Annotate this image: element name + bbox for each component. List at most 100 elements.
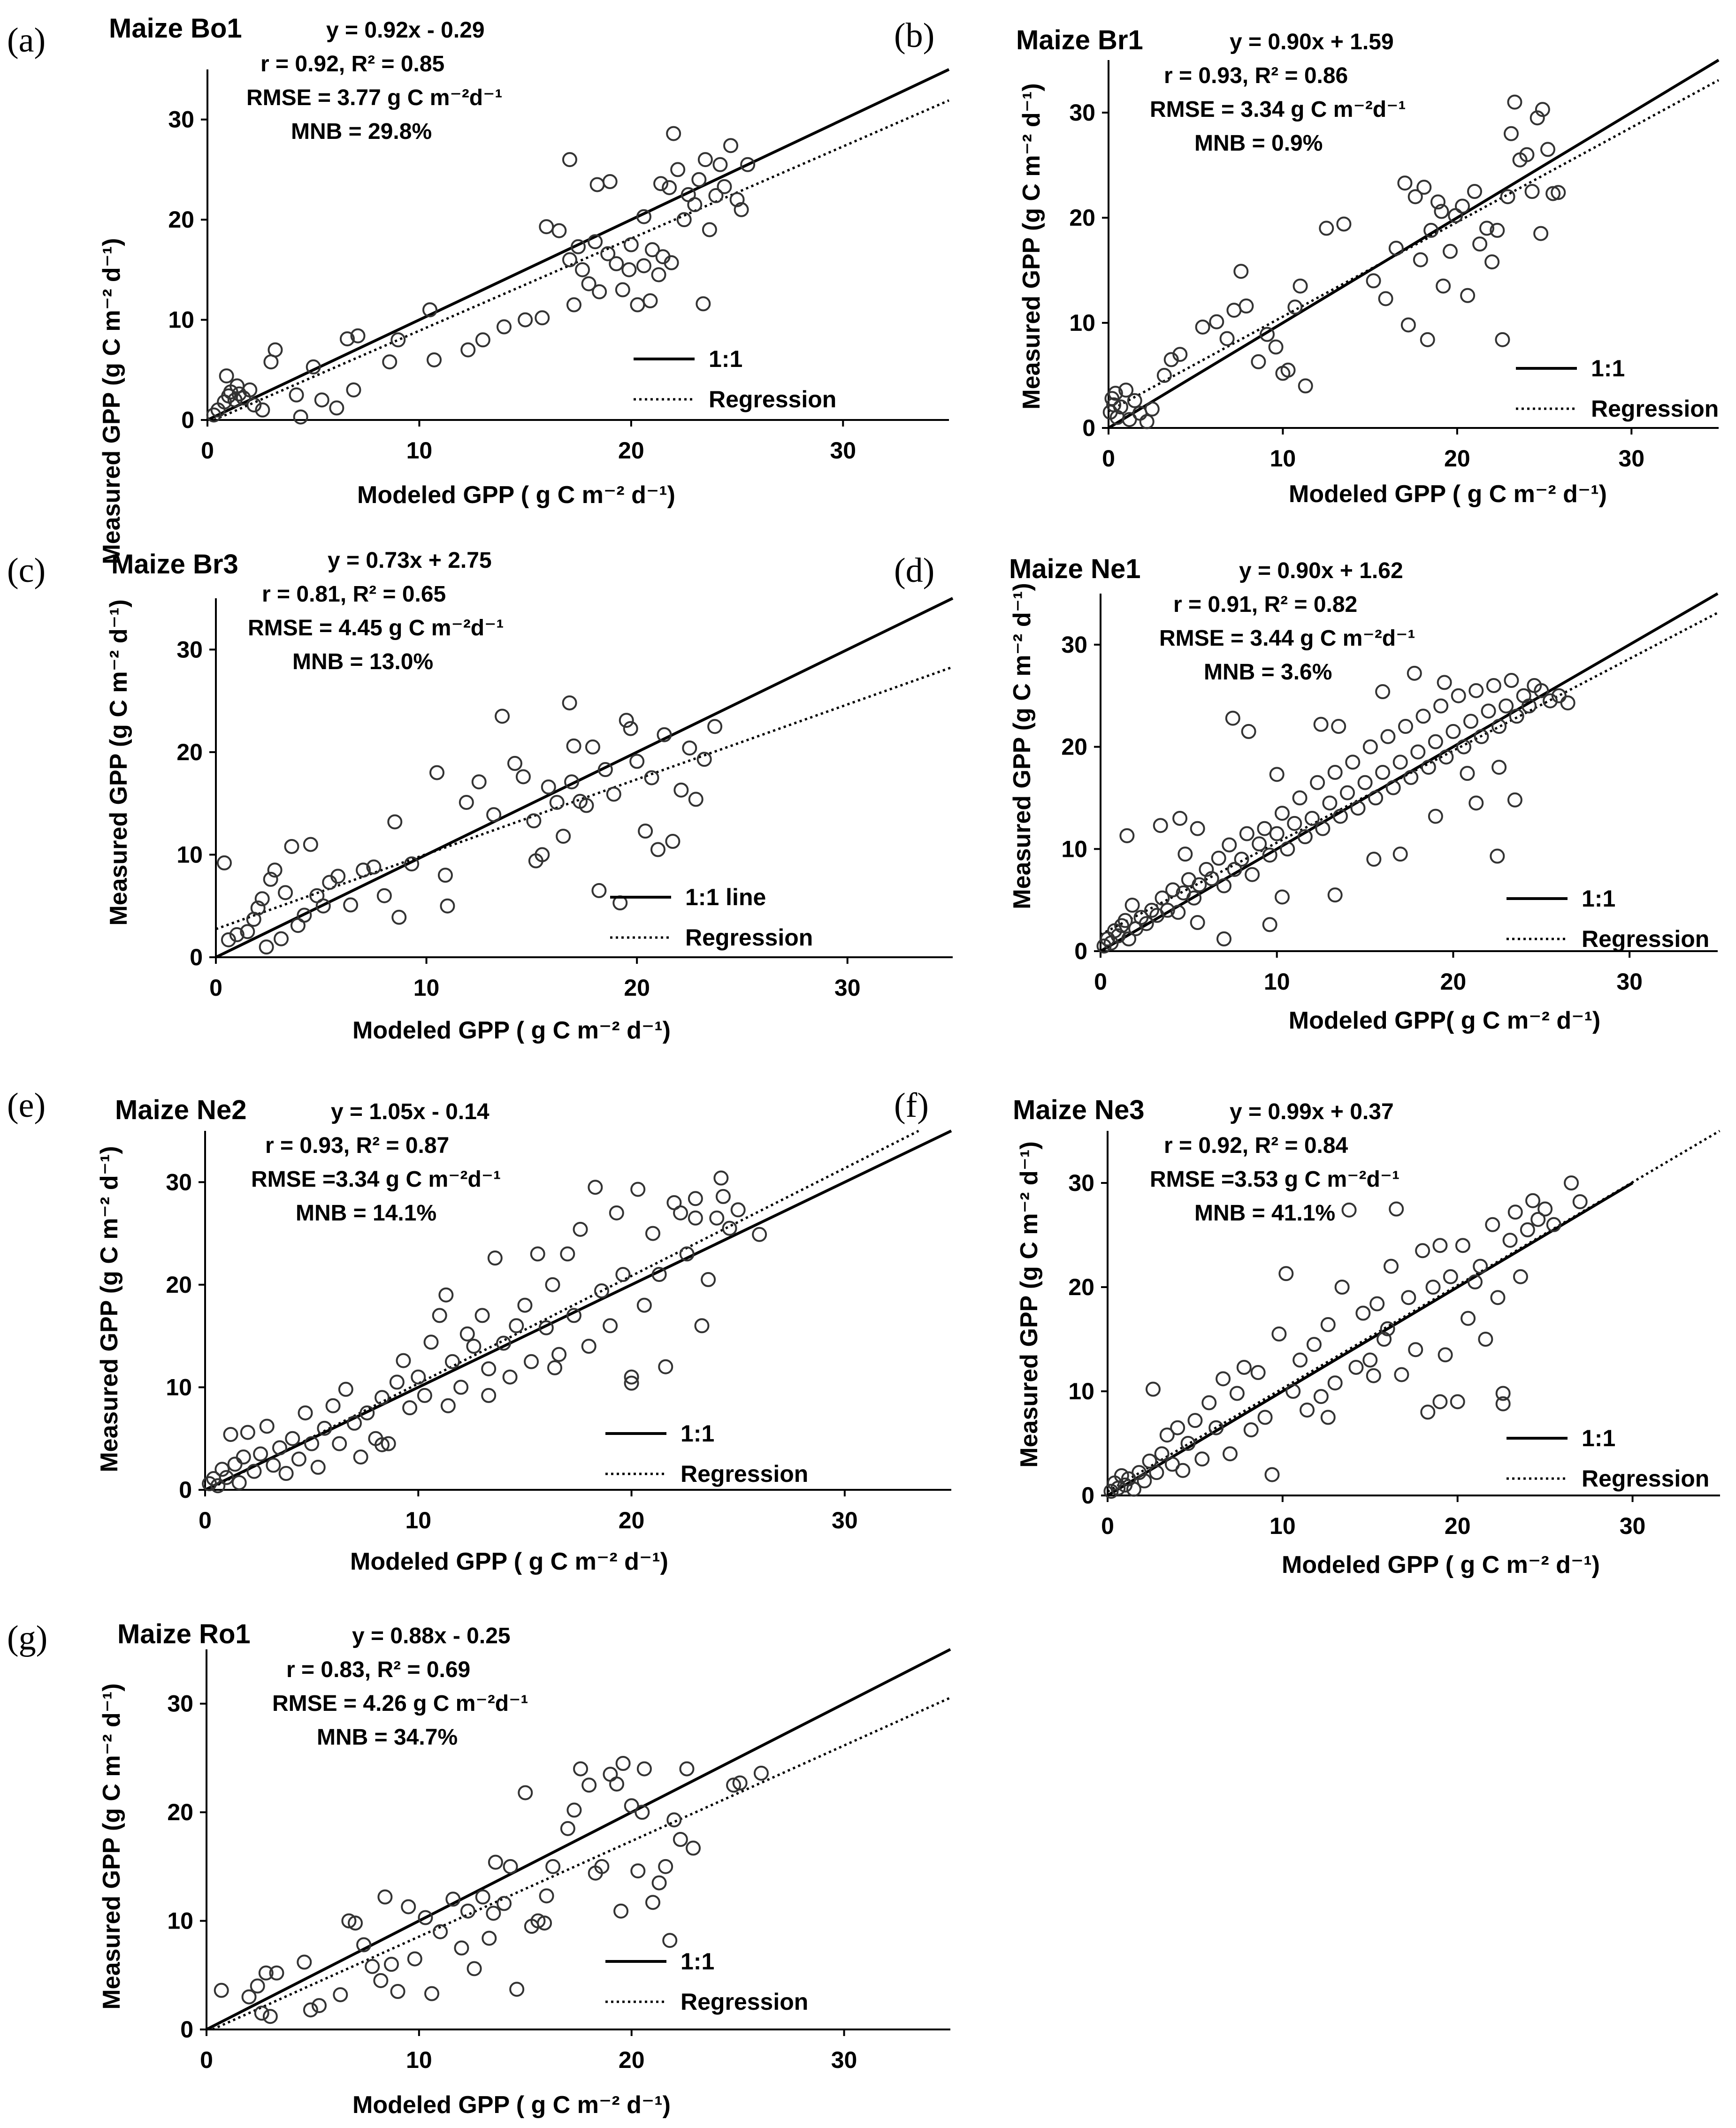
- data-point: [1178, 847, 1193, 862]
- data-point: [1264, 1467, 1280, 1482]
- data-point: [1423, 222, 1439, 238]
- data-point: [1287, 299, 1303, 315]
- x-tick-label: 20: [619, 1507, 645, 1533]
- data-point: [350, 328, 366, 343]
- data-point: [509, 1982, 525, 1997]
- data-point: [1334, 1280, 1350, 1295]
- data-point: [673, 782, 689, 798]
- data-point: [1096, 938, 1112, 954]
- data-point: [1144, 401, 1160, 417]
- y-tick-label: 30: [166, 1169, 192, 1195]
- data-point: [1490, 222, 1505, 238]
- data-point: [1118, 382, 1134, 398]
- data-point: [258, 1965, 274, 1981]
- legend-one-to-one-label: 1:1: [681, 1420, 714, 1447]
- data-point: [418, 1910, 433, 1925]
- data-point: [1384, 1258, 1399, 1274]
- data-point: [487, 1251, 503, 1266]
- data-point: [1560, 695, 1575, 710]
- y-tick-label: 30: [1061, 632, 1087, 658]
- data-point: [1537, 1201, 1553, 1217]
- data-point: [562, 695, 577, 710]
- data-point: [1170, 905, 1186, 920]
- data-point: [1350, 801, 1366, 816]
- data-point: [551, 223, 567, 238]
- data-point: [1460, 288, 1476, 303]
- chart-title: Maize Ne2: [115, 1095, 246, 1125]
- data-point: [609, 256, 624, 272]
- mnb-annotation: MNB = 29.8%: [291, 119, 432, 144]
- data-point: [1400, 317, 1416, 333]
- data-point: [1186, 890, 1202, 906]
- data-point: [1456, 739, 1471, 755]
- data-point: [1172, 810, 1188, 826]
- data-point: [460, 342, 476, 358]
- data-point: [651, 267, 666, 282]
- data-point: [1233, 264, 1249, 279]
- data-point: [507, 755, 522, 771]
- data-point: [591, 883, 607, 898]
- y-tick-label: 30: [168, 107, 194, 133]
- data-point: [312, 1998, 327, 2014]
- data-point: [1463, 714, 1478, 729]
- data-point: [293, 409, 308, 425]
- data-point: [246, 397, 262, 412]
- data-point: [353, 1449, 368, 1465]
- data-point: [306, 359, 321, 374]
- data-point: [1345, 755, 1361, 770]
- data-point: [1507, 792, 1522, 808]
- legend-regression-label: Regression: [681, 1461, 808, 1487]
- data-point: [375, 1437, 390, 1452]
- data-point: [1432, 1394, 1448, 1410]
- data-point: [615, 1267, 631, 1282]
- data-point: [1410, 744, 1426, 760]
- data-point: [325, 1398, 341, 1413]
- data-point: [630, 1863, 646, 1879]
- data-point: [1216, 931, 1231, 946]
- data-point: [526, 813, 542, 829]
- data-point: [1474, 729, 1489, 744]
- data-point: [303, 2002, 318, 2018]
- data-point: [240, 1425, 255, 1440]
- data-point: [1357, 775, 1373, 790]
- data-point: [1432, 1238, 1448, 1253]
- data-point: [1160, 902, 1175, 918]
- data-point: [1313, 717, 1329, 732]
- y-tick-label: 10: [1068, 1378, 1094, 1404]
- data-point: [1226, 303, 1242, 318]
- data-point: [401, 1899, 416, 1914]
- data-point: [267, 862, 283, 878]
- data-point: [375, 1390, 390, 1405]
- data-point: [356, 862, 371, 878]
- correlation-stats: r = 0.83, R² = 0.69: [286, 1657, 470, 1682]
- data-point: [440, 1398, 456, 1413]
- data-point: [713, 1170, 729, 1186]
- data-point: [1472, 236, 1488, 252]
- data-point: [1241, 724, 1256, 739]
- data-point: [515, 769, 531, 785]
- data-point: [624, 1375, 639, 1391]
- mnb-annotation: MNB = 14.1%: [296, 1201, 436, 1226]
- data-point: [459, 1326, 475, 1342]
- data-point: [1397, 175, 1413, 191]
- data-point: [1450, 1394, 1465, 1410]
- data-point: [636, 1761, 652, 1777]
- data-point: [697, 152, 713, 168]
- data-point: [547, 1360, 563, 1375]
- data-point: [1375, 765, 1391, 780]
- data-point: [732, 1775, 748, 1791]
- data-point: [1479, 221, 1494, 236]
- data-point: [539, 219, 554, 235]
- data-point: [223, 1426, 238, 1442]
- data-point: [588, 234, 603, 250]
- data-point: [433, 1924, 448, 1939]
- data-point: [1243, 1422, 1259, 1438]
- y-tick-label: 0: [180, 2016, 193, 2043]
- y-tick-label: 0: [1082, 415, 1095, 441]
- data-point: [589, 177, 605, 192]
- data-point: [474, 1308, 490, 1323]
- data-point: [1194, 1451, 1210, 1467]
- x-tick-label: 10: [405, 1507, 431, 1533]
- data-point: [729, 192, 745, 207]
- y-tick-label: 20: [167, 1799, 193, 1825]
